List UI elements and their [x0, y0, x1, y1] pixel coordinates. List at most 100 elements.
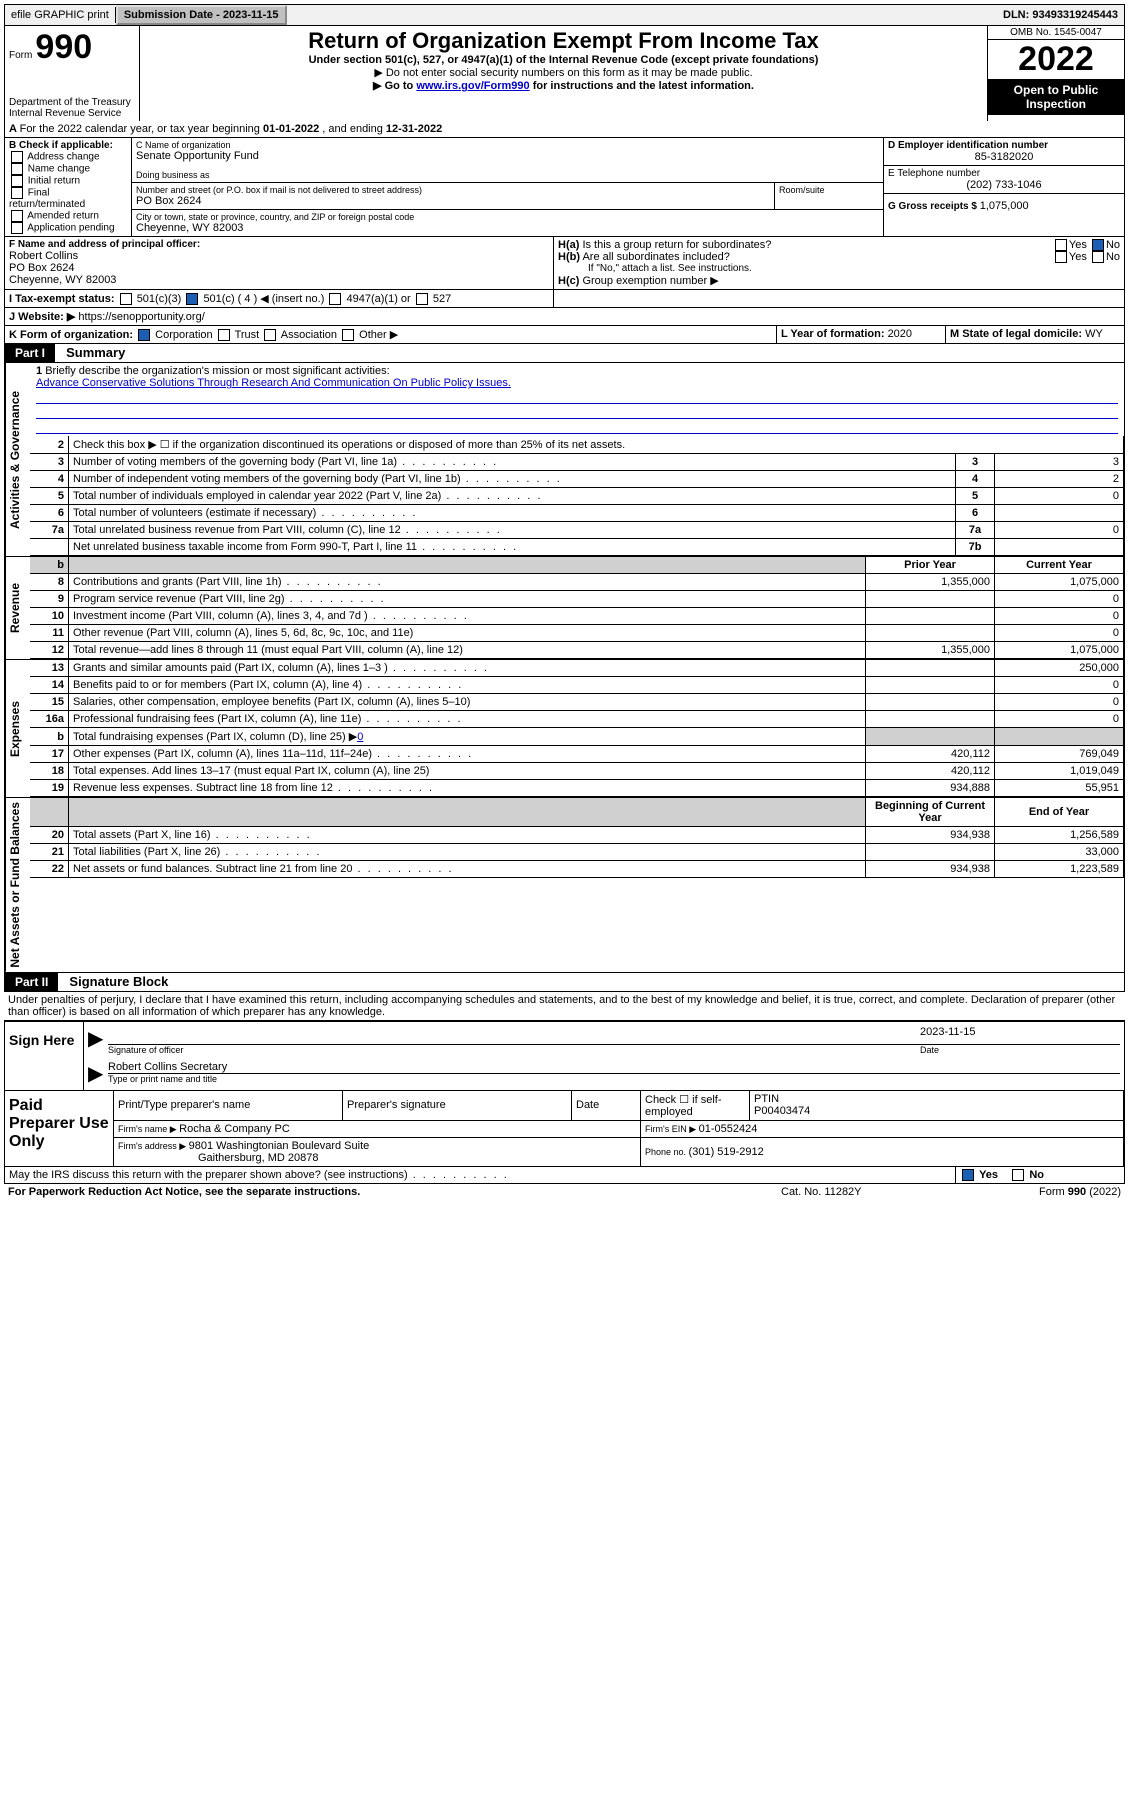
part2-title: Signature Block: [61, 974, 168, 989]
val-6: [995, 505, 1124, 522]
page-footer: For Paperwork Reduction Act Notice, see …: [4, 1184, 1125, 1200]
instr-2: ▶ Go to www.irs.gov/Form990 for instruct…: [146, 79, 981, 92]
ptin: P00403474: [754, 1105, 1119, 1117]
row-bcdeg: B Check if applicable: Address change Na…: [4, 138, 1125, 237]
dept-label: Department of the Treasury Internal Reve…: [9, 97, 135, 119]
col-boy: Beginning of Current Year: [866, 798, 995, 827]
fundraising-link[interactable]: 0: [357, 731, 363, 743]
col-eoy: End of Year: [995, 798, 1124, 827]
tax-year: 2022: [988, 40, 1124, 79]
chk-501c[interactable]: [186, 293, 198, 305]
chk-final-return[interactable]: [11, 187, 23, 199]
section-net-assets: Net Assets or Fund Balances Beginning of…: [4, 798, 1125, 973]
chk-501c3[interactable]: [120, 293, 132, 305]
firm-ein: 01-0552424: [699, 1123, 758, 1135]
col-current-year: Current Year: [995, 557, 1124, 574]
val-7a: 0: [995, 522, 1124, 539]
org-name: Senate Opportunity Fund: [136, 150, 879, 162]
form-title: Return of Organization Exempt From Incom…: [146, 28, 981, 54]
val-5: 0: [995, 488, 1124, 505]
chk-corp[interactable]: [138, 329, 150, 341]
row-i: I Tax-exempt status: 501(c)(3) 501(c) ( …: [4, 290, 1125, 308]
chk-ha-no[interactable]: [1092, 239, 1104, 251]
part1-title: Summary: [58, 345, 125, 360]
org-city: Cheyenne, WY 82003: [136, 222, 879, 234]
state-domicile: WY: [1085, 328, 1103, 340]
val-3: 3: [995, 454, 1124, 471]
form-footer: Form 990 (2022): [981, 1186, 1121, 1198]
chk-discuss-no[interactable]: [1012, 1169, 1024, 1181]
instr-1: ▶ Do not enter social security numbers o…: [146, 66, 981, 79]
mission-link[interactable]: Advance Conservative Solutions Through R…: [36, 377, 511, 389]
chk-address-change[interactable]: [11, 151, 23, 163]
chk-discuss-yes[interactable]: [962, 1169, 974, 1181]
chk-4947[interactable]: [329, 293, 341, 305]
year-formation: 2020: [888, 328, 912, 340]
efile-label: efile GRAPHIC print: [5, 7, 116, 23]
website: https://senopportunity.org/: [78, 311, 204, 323]
chk-hb-no[interactable]: [1092, 251, 1104, 263]
sign-here-label: Sign Here: [5, 1022, 84, 1090]
year-box: OMB No. 1545-0047 2022 Open to Public In…: [987, 26, 1124, 121]
officer-sig-name: Robert Collins Secretary: [108, 1061, 1120, 1074]
dln-label: DLN: 93493319245443: [997, 7, 1124, 23]
phone: (202) 733-1046: [888, 179, 1120, 191]
row-j: J Website: ▶ https://senopportunity.org/: [4, 308, 1125, 326]
part2-header-row: Part II Signature Block: [4, 973, 1125, 992]
irs-link[interactable]: www.irs.gov/Form990: [416, 80, 529, 92]
section-activities-governance: Activities & Governance 1 Briefly descri…: [4, 363, 1125, 557]
chk-assoc[interactable]: [264, 329, 276, 341]
col-prior-year: Prior Year: [866, 557, 995, 574]
gross-receipts: 1,075,000: [980, 200, 1029, 212]
chk-trust[interactable]: [218, 329, 230, 341]
vlabel-act-gov: Activities & Governance: [5, 363, 30, 556]
paid-preparer-label: Paid Preparer Use Only: [5, 1091, 114, 1166]
officer-name: Robert Collins: [9, 250, 549, 262]
cat-no: Cat. No. 11282Y: [781, 1186, 981, 1198]
form-id-box: Form 990 Department of the Treasury Inte…: [5, 26, 140, 121]
firm-name: Rocha & Company PC: [179, 1123, 290, 1135]
open-inspection: Open to Public Inspection: [988, 79, 1124, 115]
firm-phone: (301) 519-2912: [689, 1146, 764, 1158]
part2-header: Part II: [5, 973, 58, 991]
governance-table: 2Check this box ▶ ☐ if the organization …: [30, 436, 1124, 556]
prior-current-header: Revenue b Prior Year Current Year 8Contr…: [4, 557, 1125, 660]
chk-amended[interactable]: [11, 210, 23, 222]
chk-other[interactable]: [342, 329, 354, 341]
form-subtitle: Under section 501(c), 527, or 4947(a)(1)…: [146, 54, 981, 66]
pra-notice: For Paperwork Reduction Act Notice, see …: [8, 1186, 781, 1198]
chk-ha-yes[interactable]: [1055, 239, 1067, 251]
org-address: PO Box 2624: [136, 195, 770, 207]
part1-header: Part I: [5, 344, 55, 362]
ein: 85-3182020: [888, 151, 1120, 163]
box-h: H(a) Is this a group return for subordin…: [554, 237, 1124, 289]
omb-number: OMB No. 1545-0047: [988, 26, 1124, 40]
sign-here-section: Sign Here ▶ 2023-11-15 Signature of offi…: [4, 1020, 1125, 1091]
firm-addr: 9801 Washingtonian Boulevard Suite: [189, 1140, 370, 1152]
perjury-statement: Under penalties of perjury, I declare th…: [4, 992, 1125, 1020]
vlabel-expenses: Expenses: [5, 660, 30, 797]
row-klm: K Form of organization: Corporation Trus…: [4, 326, 1125, 344]
spacer: [287, 13, 998, 17]
paid-preparer-section: Paid Preparer Use Only Print/Type prepar…: [4, 1091, 1125, 1167]
chk-527[interactable]: [416, 293, 428, 305]
form-number: 990: [35, 28, 92, 66]
discuss-row: May the IRS discuss this return with the…: [4, 1167, 1125, 1184]
box-b: B Check if applicable: Address change Na…: [5, 138, 132, 236]
section-expenses: Expenses 13Grants and similar amounts pa…: [4, 660, 1125, 798]
box-deg: D Employer identification number 85-3182…: [884, 138, 1124, 236]
box-f: F Name and address of principal officer:…: [5, 237, 554, 289]
top-toolbar: efile GRAPHIC print Submission Date - 20…: [4, 4, 1125, 26]
row-fh: F Name and address of principal officer:…: [4, 237, 1125, 290]
form-label: Form: [9, 50, 32, 61]
part1-header-row: Part I Summary: [4, 344, 1125, 363]
val-7b: [995, 539, 1124, 556]
chk-app-pending[interactable]: [11, 222, 23, 234]
chk-initial-return[interactable]: [11, 175, 23, 187]
box-c: C Name of organization Senate Opportunit…: [132, 138, 884, 236]
chk-name-change[interactable]: [11, 163, 23, 175]
val-4: 2: [995, 471, 1124, 488]
submission-date-button[interactable]: Submission Date - 2023-11-15: [116, 5, 287, 25]
chk-hb-yes[interactable]: [1055, 251, 1067, 263]
row-a: A For the 2022 calendar year, or tax yea…: [4, 121, 1125, 138]
